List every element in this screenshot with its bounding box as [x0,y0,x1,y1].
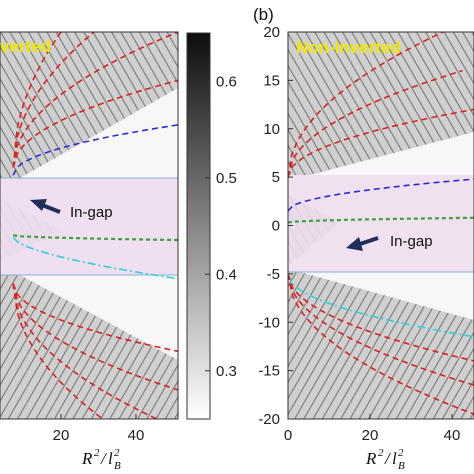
svg-text:2: 2 [94,447,100,459]
panel-b-ytick-20: 20 [263,24,280,41]
panel-b-red-curve-0 [288,32,444,178]
colorbar-tick-0.5: 0.5 [216,170,237,187]
panel-b-ytick-0: 0 [272,218,280,235]
colorbar-tick-0.3: 0.3 [216,363,237,380]
panel-a-ingap-label: In-gap [70,204,113,221]
panel-a-red-curve-1 [12,32,96,168]
panel-a: verted In-gap 20 40 R 2 / l 2 B [0,31,179,472]
svg-text:B: B [398,460,405,472]
panel-a-xlabel: R 2 / l 2 B [81,447,121,472]
panel-a-red-curve-3 [12,79,178,168]
panel-b-upper-band-fan [288,32,474,175]
panel-b-ytick--10: -10 [258,314,280,331]
colorbar-ticks: 0.6 0.5 0.4 0.3 [205,73,237,380]
panel-b-red-curve-1 [288,69,463,178]
panel-a-lower-band-fan [0,275,178,419]
panel-b: (b) Non-Inverted In-gap 20151050-5-10-15… [253,5,474,472]
panel-b-xtick-0: 0 [284,427,292,444]
panel-b-ytick-5: 5 [272,169,280,186]
panel-b-ytick-15: 15 [263,72,280,89]
panel-b-yticks: 20 15 10 5 0 -5 -10 -15 -20 [258,24,293,428]
panel-b-lower-band-fan [288,272,474,419]
panel-b-gap-band [288,175,474,272]
panel-b-xticks: 0 20 40 [284,414,461,444]
panel-a-blue-curve-4 [12,124,178,176]
panel-a-red-curve-10 [12,283,104,419]
panel-a-heatmap [0,32,178,419]
panel-b-ytick--15: -15 [258,363,280,380]
panel-b-xtick-40: 40 [444,427,461,444]
panel-b-ingap-arrow [346,236,379,251]
svg-text:2: 2 [378,447,384,459]
panel-b-red-curve-7 [288,273,474,386]
colorbar-gradient [186,32,211,420]
panel-b-green-curve-4 [288,216,474,224]
panel-b-ytick--5: -5 [267,266,280,283]
panel-a-fan-curves [12,32,178,419]
colorbar-tick-0.6: 0.6 [216,73,237,90]
panel-a-red-curve-2 [12,32,178,168]
panel-a-xtick-20: 20 [53,427,70,444]
panel-b-xlabel: R 2 / l 2 B [365,447,405,472]
panel-b-ytick-10: 10 [263,121,280,138]
panel-b-ytick--20: -20 [258,411,280,428]
panel-b-annotation: Non-Inverted [296,38,401,57]
panel-b-heatmap [288,32,474,419]
panel-a-annotation: verted [0,37,51,56]
svg-text:/: / [100,449,108,468]
svg-text:B: B [114,460,121,472]
panel-a-xticks: 20 40 [53,414,145,444]
svg-text:l: l [392,449,397,468]
panel-a-ingap-arrow [30,199,61,214]
panel-b-blue-curve-3 [288,178,474,212]
panel-b-red-curve-8 [288,273,474,415]
svg-text:/: / [384,449,392,468]
panel-b-xtick-20: 20 [362,427,379,444]
panel-a-frame [0,31,179,420]
panel-a-upper-band-fan [0,32,178,178]
panel-a-red-curve-7 [12,283,178,353]
colorbar: 0.6 0.5 0.4 0.3 [186,32,237,420]
svg-text:l: l [108,449,113,468]
panel-a-xtick-40: 40 [128,427,145,444]
panel-b-red-curve-2 [288,108,474,178]
colorbar-tick-0.4: 0.4 [216,266,237,283]
svg-text:R: R [81,449,93,468]
panel-b-fan-curves [288,32,474,415]
panel-a-red-curve-8 [12,283,178,391]
svg-text:2: 2 [114,447,120,459]
panel-b-red-curve-6 [288,273,474,362]
panel-a-gap-band [0,178,178,275]
panel-b-ingap-label: In-gap [390,233,433,250]
panel-b-label: (b) [253,5,274,24]
svg-text:2: 2 [398,447,404,459]
svg-text:R: R [365,449,377,468]
